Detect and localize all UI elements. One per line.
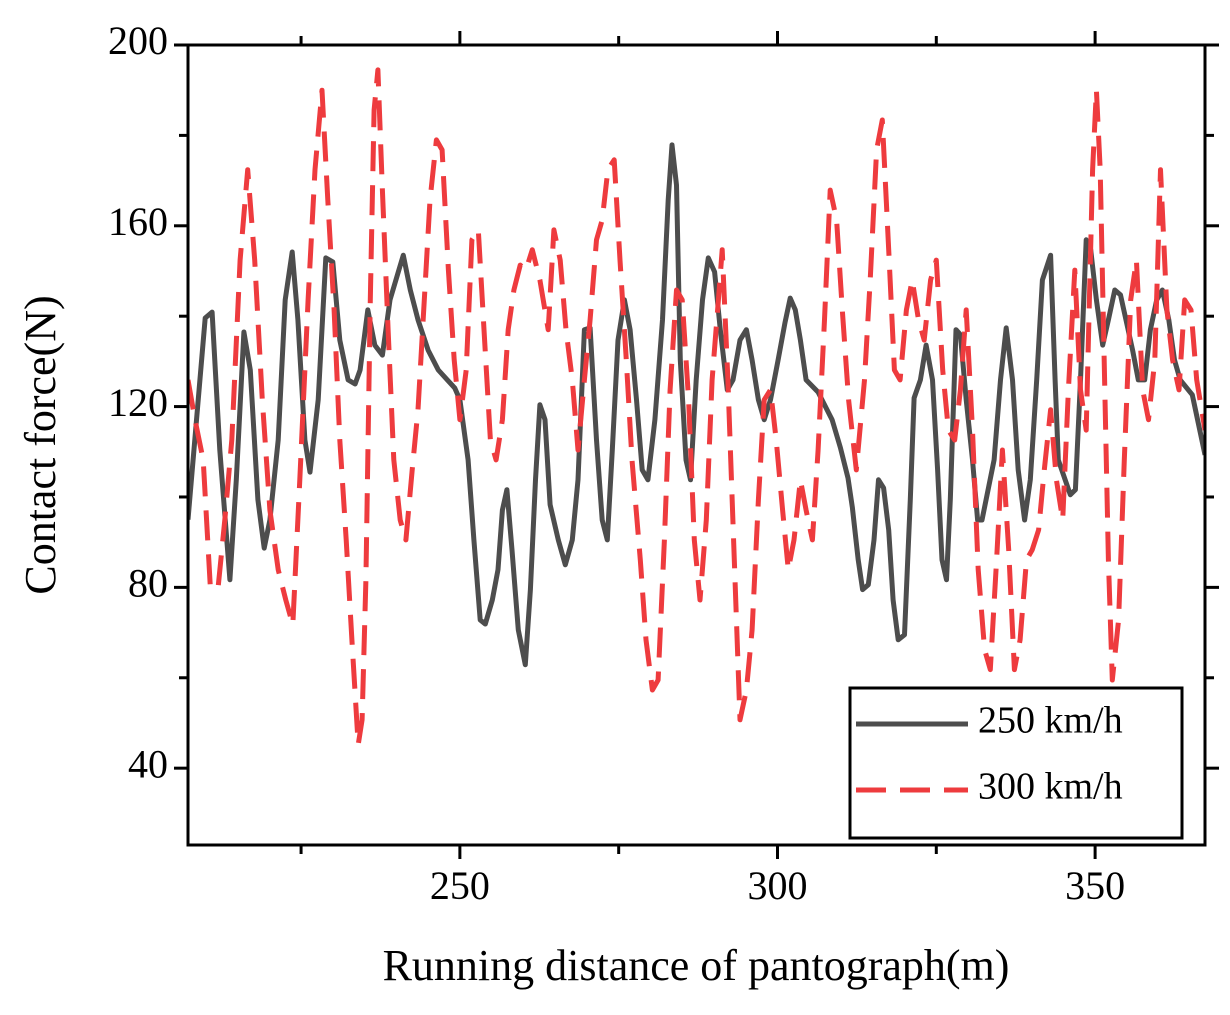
series-line [188, 67, 1205, 748]
x-tick-label: 300 [747, 863, 807, 908]
y-tick-label: 120 [108, 380, 168, 425]
y-tick-label: 200 [108, 18, 168, 63]
x-tick-label: 250 [430, 863, 490, 908]
series-line [188, 142, 1205, 668]
legend-label: 300 km/h [978, 766, 1123, 808]
y-tick-label: 40 [128, 741, 168, 786]
y-tick-label: 160 [108, 199, 168, 244]
y-axis-title: Contact force(N) [16, 295, 65, 594]
legend-label: 250 km/h [978, 700, 1123, 742]
x-tick-label: 350 [1065, 863, 1125, 908]
x-axis-title: Running distance of pantograph(m) [383, 941, 1010, 990]
plot-marks [188, 67, 1205, 748]
plot-frame [186, 43, 1207, 847]
y-tick-label: 80 [128, 561, 168, 606]
legend-box [848, 686, 1184, 840]
